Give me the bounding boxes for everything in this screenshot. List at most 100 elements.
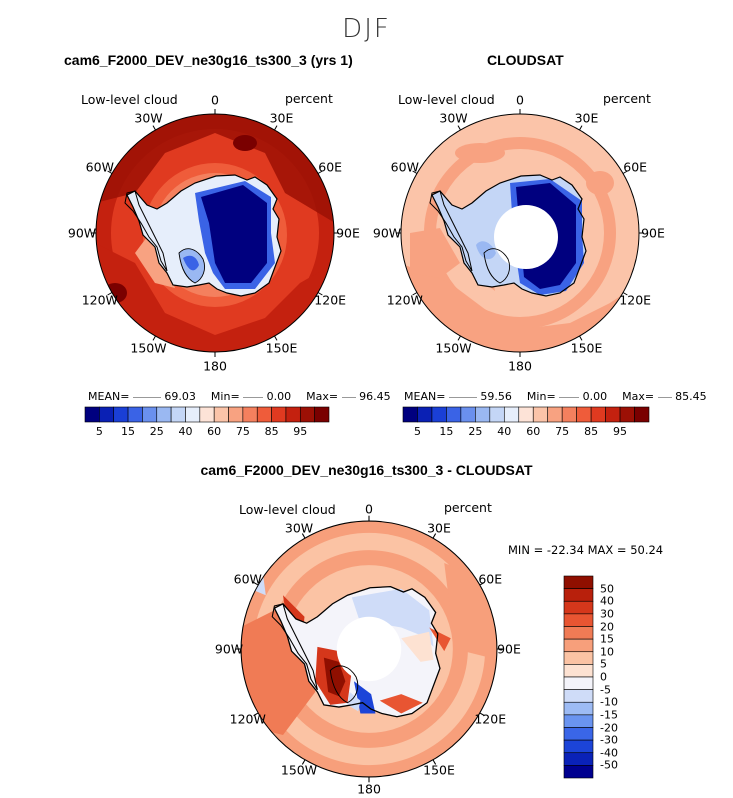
longitude-label: 180 [508,358,532,374]
colorbar-box [563,689,594,703]
colorbar-box [446,406,462,423]
colorbar-box [563,739,594,754]
coastline [431,174,587,297]
longitude-tick [301,533,306,539]
colorbar-tick-label: 85 [264,425,279,438]
colorbar-tick-label: 85 [584,425,599,438]
colorbar-box [199,406,215,423]
longitude-label: 0 [211,92,219,108]
map-fill-layer [401,114,639,352]
colorbar-tick-label: 15 [121,425,136,438]
colorbar-box [634,406,650,423]
longitude-label: 0 [516,92,524,108]
cloud-band [410,228,460,278]
colorbar-tick-label: 20 [600,620,614,633]
longitude-label: 120E [474,711,507,727]
max-value: 96.45 [359,390,391,403]
colorbar-tick-label: -15 [600,708,618,722]
longitude-label: 90E [641,225,665,241]
longitude-tick [622,292,628,296]
colorbar-difference [563,575,594,779]
season-title: DJF [342,14,391,44]
longitude-label: 30E [574,110,599,126]
variable-label: Low-level cloud [398,92,495,107]
longitude-label: 150W [130,340,167,356]
colorbar-tick-label: 5 [600,657,607,671]
diff-band [347,692,361,712]
colorbar-box [563,701,594,716]
divider [243,396,264,398]
max-label: Max= [306,390,339,403]
longitude-tick [457,125,461,131]
cloud-band [401,263,639,352]
colorbar-tick-label: 40 [600,594,614,608]
longitude-tick [107,170,113,174]
longitude-label: 30W [134,110,163,126]
longitude-label: 30W [439,110,468,126]
colorbar-box [547,406,563,423]
colorbar-box [431,406,447,423]
colorbar-box [561,406,577,423]
colorbar-model [84,406,330,423]
cloud-band [233,135,257,151]
longitude-tick [622,170,628,174]
longitude-label: 120E [619,292,652,307]
longitude-tick [457,335,461,341]
colorbar-box [142,406,158,423]
colorbar-tick-label: 25 [149,425,164,438]
min-label: Min= [526,390,556,403]
colorbar-tick-label: 60 [207,425,222,438]
longitude-tick [274,125,278,131]
panel-title-model: cam6_F2000_DEV_ne30g16_ts300_3 (yrs 1) [64,52,353,68]
colorbar-tick-label: 95 [293,425,308,438]
colorbar-box [576,406,592,423]
colorbar-box [563,600,594,615]
longitude-tick [274,335,278,341]
longitude-tick [152,335,156,341]
polar-map-difference [235,515,503,783]
colorbar-box [460,406,476,423]
colorbar-box [213,406,229,423]
colorbar-tick-label: -10 [600,695,618,709]
mean-label: MEAN= [88,390,130,403]
cloud-band [455,143,505,163]
colorbar-box [563,575,594,589]
diff-band [323,657,346,697]
longitude-label: 150W [435,340,472,356]
polar-map-obs [396,109,644,357]
colorbar-box [563,651,594,665]
longitude-label: 90W [214,641,244,657]
longitude-label: 150E [570,340,603,356]
longitude-label: 90W [372,225,402,241]
colorbar-tick-label: -5 [600,683,611,697]
colorbar-box [156,406,172,423]
longitude-tick [432,533,437,539]
colorbar-tick-label: 50 [600,582,614,596]
cloud-band [586,171,614,195]
coastline [483,248,511,284]
min-value: 0.00 [266,390,292,403]
cloud-band [476,241,496,260]
min-label: Min= [210,390,240,403]
coastline [124,190,168,272]
coastline [126,174,282,297]
colorbar-box [170,406,186,423]
units-label: percent [285,91,333,106]
longitude-label: 120E [314,292,347,307]
colorbar-tick-label: -50 [600,758,618,772]
divider [341,396,356,398]
longitude-label: 60E [318,159,343,174]
longitude-label: 150E [265,340,298,356]
colorbar-tick-label: 10 [600,645,614,659]
longitude-label: 150E [423,762,455,778]
colorbar-tick-label: 5 [95,425,103,438]
longitude-label: 120W [81,292,118,307]
colorbar-box [84,406,100,423]
polar-map-model [91,109,339,357]
cloud-band [183,255,199,271]
diff-band [429,627,451,652]
colorbar-box [271,406,287,423]
colorbar-box [563,664,594,678]
panel-title-obs: CLOUDSAT [487,52,564,68]
mean-value: 59.56 [480,390,512,403]
